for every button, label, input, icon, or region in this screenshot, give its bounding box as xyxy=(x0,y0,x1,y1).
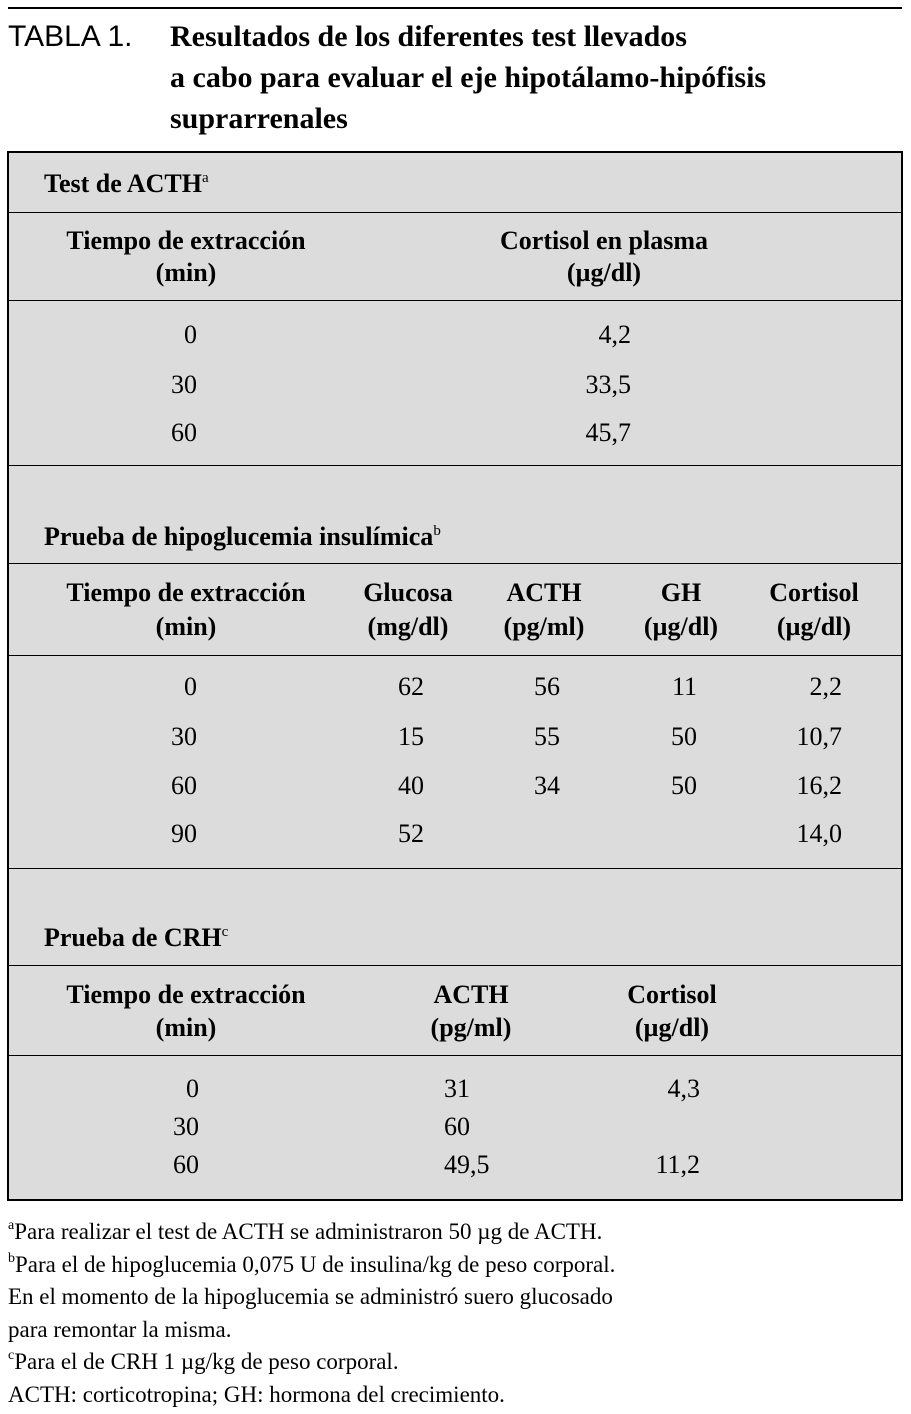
column-header: Tiempo de extracción xyxy=(66,980,306,1009)
rule xyxy=(9,868,901,869)
section-title: Test de ACTHa xyxy=(44,169,209,199)
footnote-mark: b xyxy=(8,1250,15,1266)
footnote-text: Para realizar el test de ACTH se adminis… xyxy=(14,1219,603,1244)
column-unit: (µg/dl) xyxy=(643,612,719,641)
rule xyxy=(9,300,901,301)
cell: 55 xyxy=(534,722,560,751)
cell: 33,5 xyxy=(585,370,632,399)
column-unit: (mg/dl) xyxy=(367,612,449,641)
table-title: Resultados de los diferentes test llevad… xyxy=(170,20,687,53)
column-header: Glucosa xyxy=(363,578,453,607)
table-title: suprarrenales xyxy=(170,102,348,135)
footnote-text: para remontar la misma. xyxy=(8,1316,232,1342)
footnote: aPara realizar el test de ACTH se admini… xyxy=(8,1217,602,1247)
footnote-mark: a xyxy=(201,170,209,186)
cell: 52 xyxy=(398,819,424,848)
section-title-text: Prueba de CRH xyxy=(44,923,222,952)
cell: 60 xyxy=(171,771,197,800)
cell: 60 xyxy=(171,418,197,447)
column-header: Cortisol en plasma xyxy=(500,226,708,255)
table xyxy=(7,151,903,1201)
cell: 49,5 xyxy=(444,1150,490,1179)
cell: 45,7 xyxy=(585,418,632,447)
cell: 16,2 xyxy=(796,771,843,800)
cell: 30 xyxy=(171,370,197,399)
column-header: ACTH xyxy=(506,578,582,607)
rule xyxy=(9,465,901,466)
cell: 60 xyxy=(173,1150,199,1179)
footnote-mark: c xyxy=(8,1348,15,1363)
cell: 0 xyxy=(186,1074,199,1103)
column-unit: (µg/dl) xyxy=(566,258,642,287)
footnote: cPara el de CRH 1 µg/kg de peso corporal… xyxy=(8,1347,399,1377)
rule xyxy=(9,965,901,966)
cell: 2,2 xyxy=(809,672,843,701)
footnote-text: ACTH: corticotropina; GH: hormona del cr… xyxy=(8,1381,505,1407)
rule xyxy=(9,563,901,564)
rule xyxy=(9,1055,901,1056)
column-unit: (pg/ml) xyxy=(503,612,585,641)
footnote-text: Para el de CRH 1 µg/kg de peso corporal. xyxy=(14,1349,399,1374)
cell: 0 xyxy=(184,320,197,349)
cell: 14,0 xyxy=(796,819,843,848)
cell: 40 xyxy=(398,771,424,800)
cell: 30 xyxy=(173,1112,199,1141)
section-title-text: Prueba de hipoglucemia insulímica xyxy=(44,522,434,551)
column-unit: (min) xyxy=(155,612,217,641)
footnote: ACTH: corticotropina; GH: hormona del cr… xyxy=(8,1380,505,1410)
cell: 4,3 xyxy=(667,1074,701,1103)
section-title-text: Test de ACTH xyxy=(44,169,202,198)
footnote-mark: b xyxy=(433,523,441,539)
footnote: En el momento de la hipoglucemia se admi… xyxy=(8,1282,613,1312)
column-header: Cortisol xyxy=(769,578,859,607)
cell: 90 xyxy=(171,819,197,848)
cell: 30 xyxy=(171,722,197,751)
footnote-text: En el momento de la hipoglucemia se admi… xyxy=(8,1284,613,1309)
column-header: Tiempo de extracción xyxy=(66,226,306,255)
cell: 50 xyxy=(671,722,697,751)
section-title: Prueba de hipoglucemia insulímicab xyxy=(44,522,441,552)
section-title: Prueba de CRHc xyxy=(44,923,228,953)
cell: 4,2 xyxy=(598,320,632,349)
cell: 50 xyxy=(671,771,697,800)
cell: 34 xyxy=(534,771,560,800)
footnote-text: Para el de hipoglucemia 0,075 U de insul… xyxy=(15,1251,616,1277)
cell: 11 xyxy=(671,672,697,701)
column-unit: (min) xyxy=(155,1013,217,1042)
footnote: bPara el de hipoglucemia 0,075 U de insu… xyxy=(8,1250,615,1280)
footnote-mark: a xyxy=(8,1218,15,1233)
column-unit: (pg/ml) xyxy=(430,1013,512,1042)
table-title: a cabo para evaluar el eje hipotálamo-hi… xyxy=(170,61,767,94)
column-header: GH xyxy=(660,578,702,607)
top-rule xyxy=(8,7,902,9)
cell: 31 xyxy=(444,1074,470,1103)
column-unit: (µg/dl) xyxy=(776,612,852,641)
cell: 56 xyxy=(534,672,560,701)
column-unit: (µg/dl) xyxy=(634,1013,710,1042)
cell: 60 xyxy=(444,1112,470,1141)
column-header: ACTH xyxy=(433,980,509,1009)
cell: 0 xyxy=(184,672,197,701)
cell: 10,7 xyxy=(796,722,843,751)
table-label: TABLA 1. xyxy=(8,20,133,53)
rule xyxy=(9,655,901,656)
footnote: para remontar la misma. xyxy=(8,1315,232,1345)
cell: 11,2 xyxy=(655,1150,700,1179)
rule xyxy=(9,212,901,213)
column-header: Tiempo de extracción xyxy=(66,578,306,607)
column-header: Cortisol xyxy=(627,980,717,1009)
cell: 15 xyxy=(398,722,424,751)
cell: 62 xyxy=(398,672,424,701)
footnote-mark: c xyxy=(221,924,229,940)
column-unit: (min) xyxy=(155,258,217,287)
